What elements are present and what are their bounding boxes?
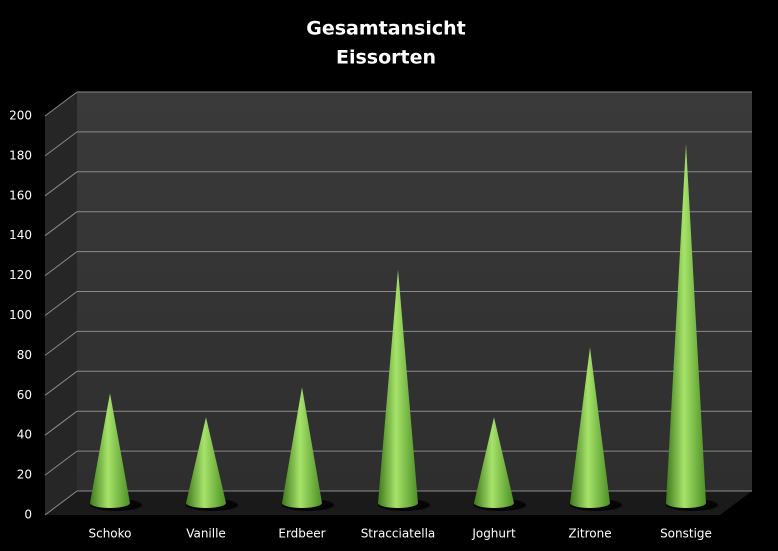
y-tick-label: 40 [17, 428, 32, 442]
cone [474, 417, 514, 508]
grid-line [44, 490, 78, 516]
chart-title: Eissorten [336, 47, 436, 69]
cone-body [186, 417, 226, 508]
grid-line [44, 91, 78, 117]
x-tick-label: Sonstige [660, 527, 712, 541]
cone [378, 269, 418, 508]
grid-line [44, 450, 78, 476]
y-tick-label: 140 [9, 228, 32, 242]
grid-line [44, 171, 78, 197]
cone-body [474, 417, 514, 508]
chart-title: Gesamtansicht [306, 18, 466, 40]
cone-body [570, 347, 610, 508]
grid-line [44, 410, 78, 436]
grid-line [44, 211, 78, 237]
y-tick-label: 0 [24, 508, 32, 522]
grid-line [44, 291, 78, 316]
cone [570, 347, 610, 508]
y-tick-label: 100 [9, 308, 32, 322]
y-tick-label: 60 [17, 388, 32, 402]
grid-line [44, 370, 78, 396]
y-tick-label: 20 [17, 468, 32, 482]
grid-line [44, 251, 78, 277]
x-tick-label: Erdbeer [278, 527, 325, 541]
x-tick-label: Vanille [186, 527, 226, 541]
x-tick-label: Stracciatella [361, 527, 436, 541]
y-tick-label: 180 [9, 148, 32, 162]
cone [666, 143, 706, 508]
grid-line [44, 330, 78, 356]
y-tick-label: 200 [9, 109, 32, 123]
y-tick-label: 160 [9, 188, 32, 202]
cone [186, 417, 226, 508]
cone [282, 387, 322, 508]
grid-line [44, 131, 78, 157]
cone-body [90, 393, 130, 508]
x-tick-label: Schoko [88, 527, 131, 541]
y-tick-label: 120 [9, 268, 32, 282]
x-tick-label: Zitrone [568, 527, 611, 541]
y-tick-label: 80 [17, 348, 32, 362]
cone [90, 393, 130, 508]
x-tick-label: Joghurt [471, 527, 516, 541]
cone-body [378, 269, 418, 508]
cone-body [282, 387, 322, 508]
cone-body [666, 143, 706, 508]
